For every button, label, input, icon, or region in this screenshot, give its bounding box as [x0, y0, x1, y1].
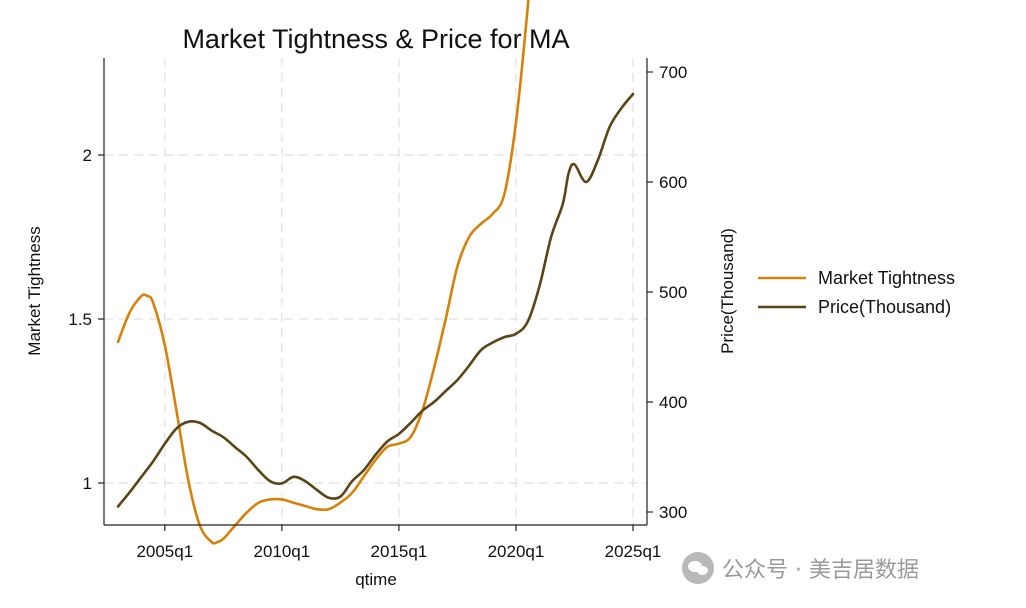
y-right-tick-label: 700: [659, 63, 687, 82]
y-left-tick-label: 2: [83, 146, 92, 165]
y-right-tick-label: 400: [659, 393, 687, 412]
y-left-tick-label: 1.5: [68, 310, 92, 329]
legend-label: Price(Thousand): [818, 297, 951, 317]
series-line-market-tightness: [116, 0, 530, 545]
chart-title: Market Tightness & Price for MA: [182, 24, 569, 54]
legend-label: Market Tightness: [818, 268, 955, 288]
x-tick-label: 2010q1: [253, 542, 310, 561]
legend: Market Tightness Price(Thousand): [758, 268, 955, 317]
series-layer: [116, 0, 635, 545]
watermark: 公众号 · 美吉居数据: [682, 548, 1012, 588]
watermark-text: 公众号 · 美吉居数据: [722, 558, 919, 583]
y-left-tick-label: 2.5: [68, 0, 92, 1]
x-tick-label: 2025q1: [605, 542, 662, 561]
y-right-tick-label: 600: [659, 173, 687, 192]
y-right-tick-label: 500: [659, 283, 687, 302]
y-axis-right-label: Price(Thousand): [718, 228, 737, 354]
y-right-tick-label: 300: [659, 503, 687, 522]
x-axis-label: qtime: [355, 570, 397, 589]
x-tick-label: 2005q1: [136, 542, 193, 561]
x-tick-label: 2020q1: [488, 542, 545, 561]
gridlines: [104, 58, 647, 525]
axes: 11.522.533.53004005006007002005q12010q12…: [68, 0, 687, 561]
series-line-price: [116, 92, 635, 508]
x-tick-label: 2015q1: [371, 542, 428, 561]
y-axis-left-label: Market Tightness: [25, 226, 44, 355]
y-left-tick-label: 1: [83, 474, 92, 493]
wechat-icon: [682, 552, 714, 584]
